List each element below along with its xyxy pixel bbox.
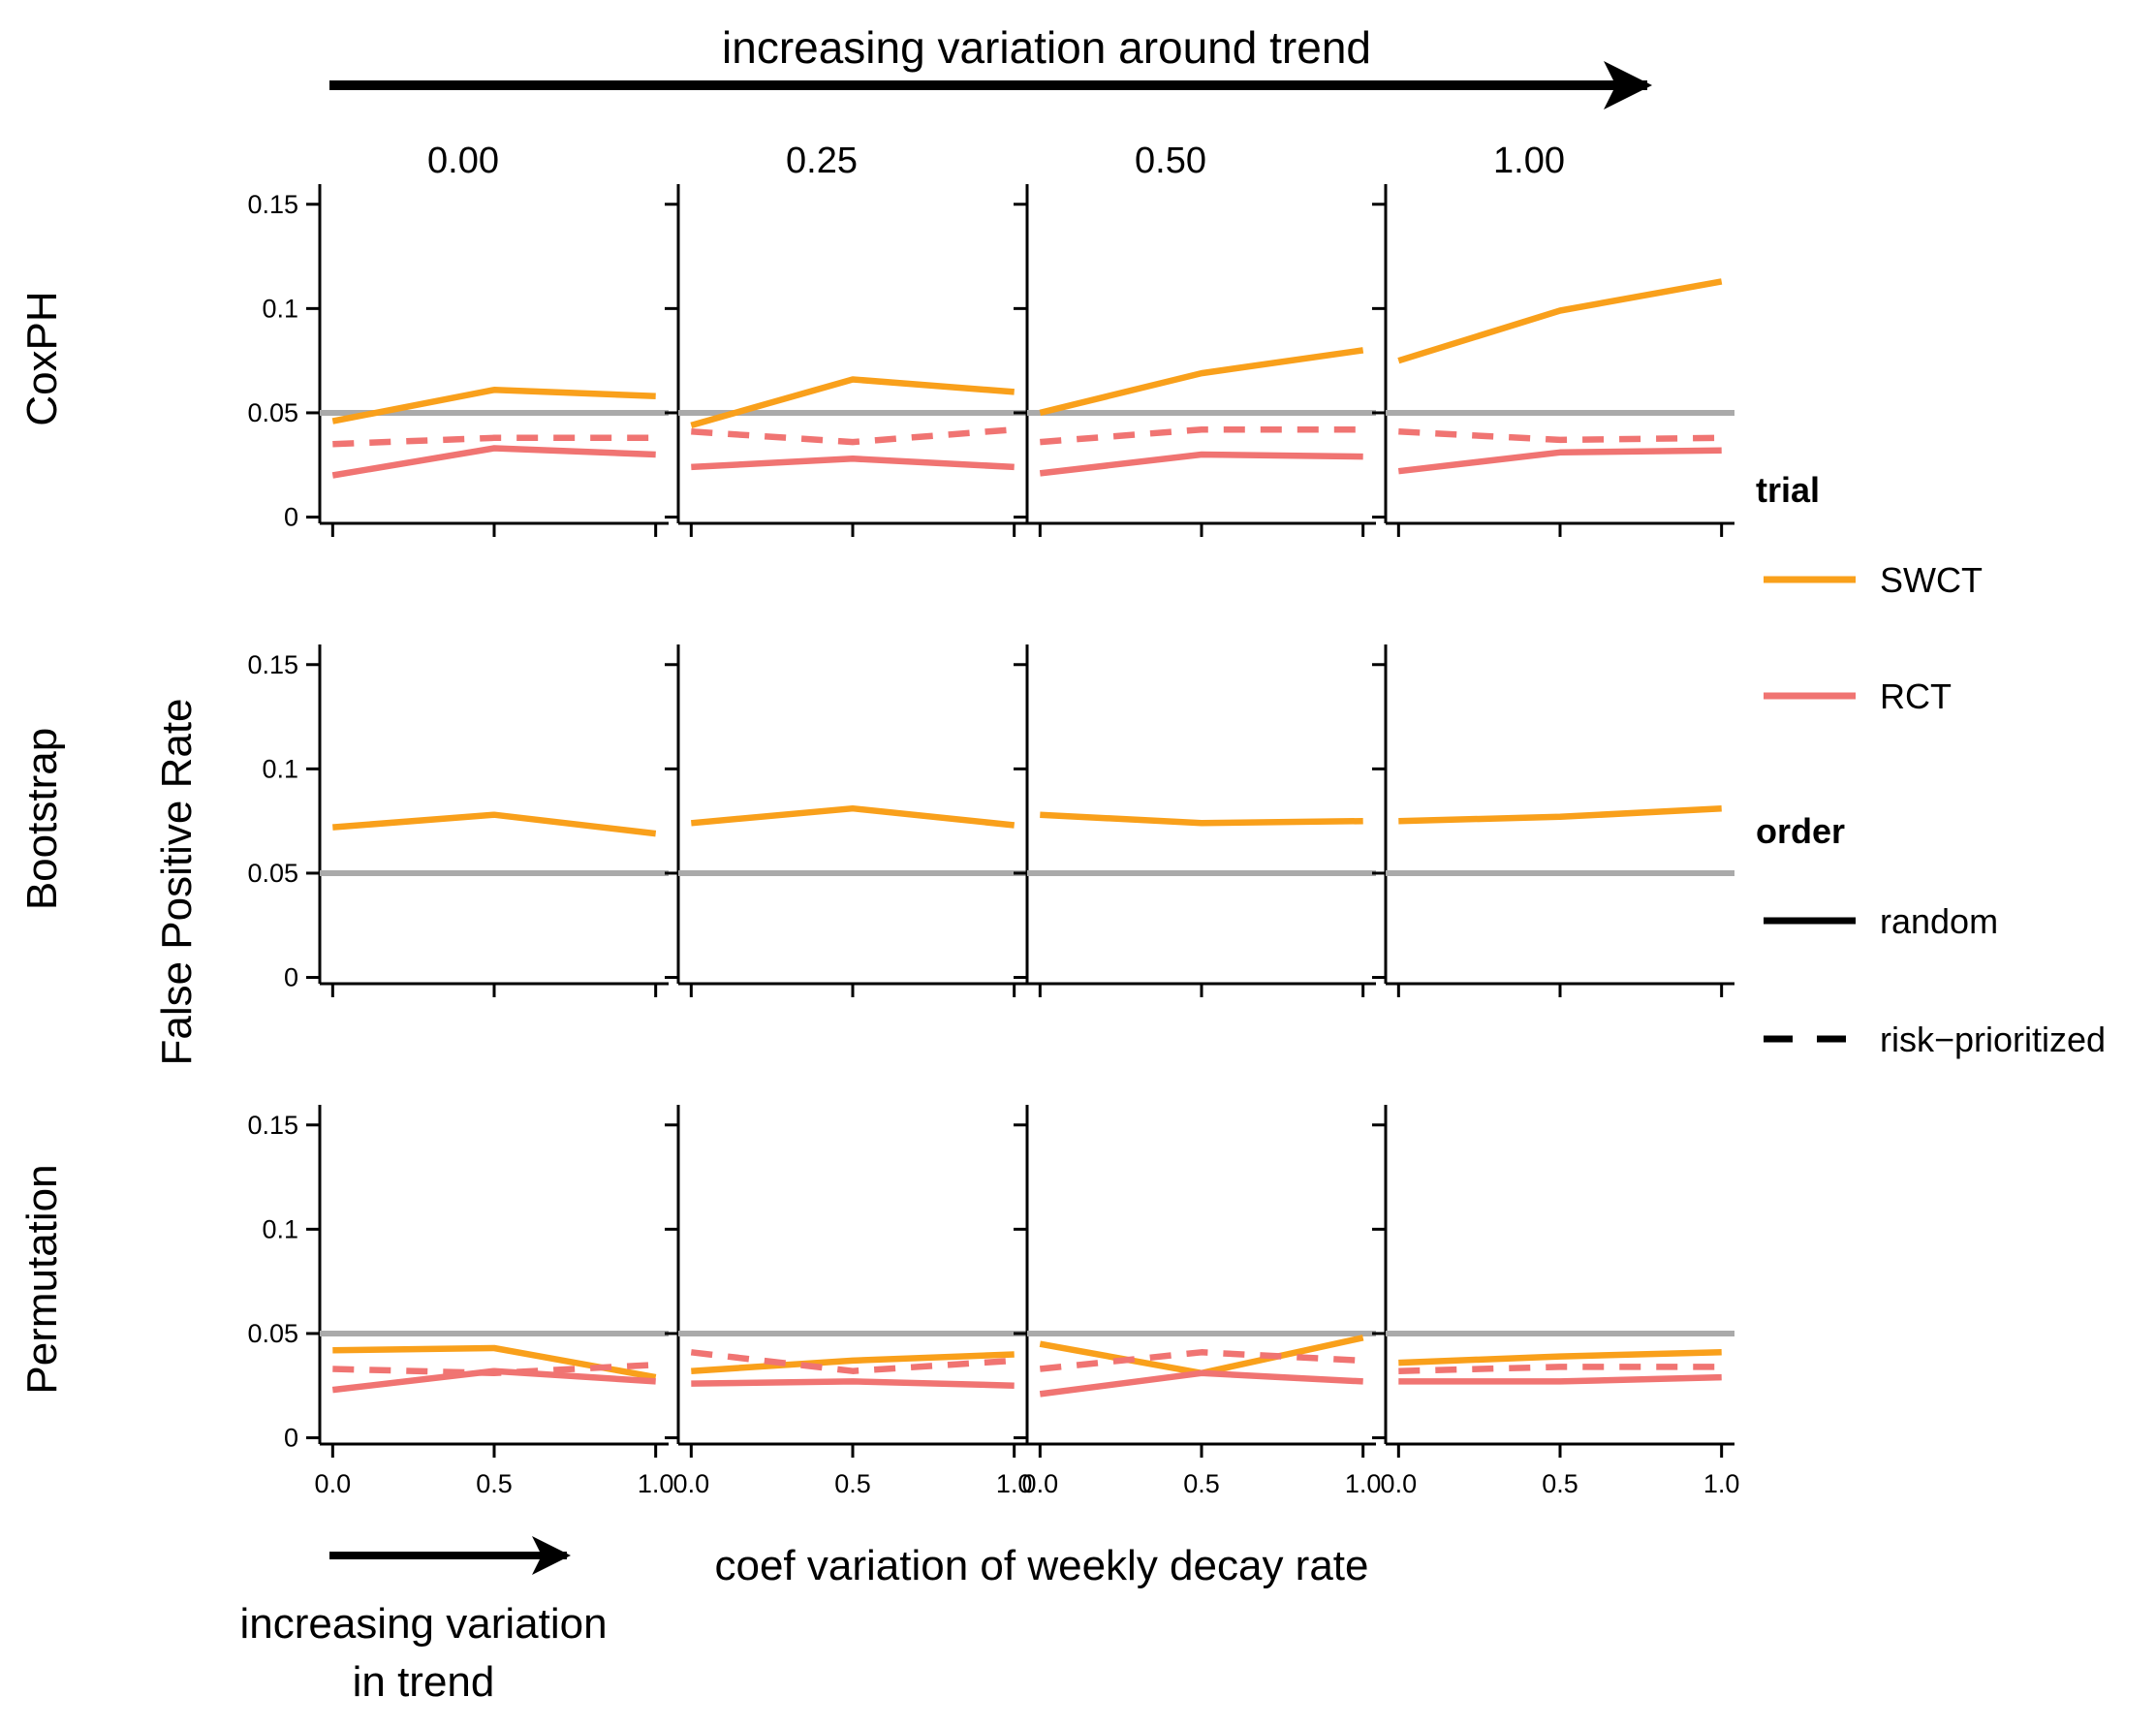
y-tick-label: 0.05 (247, 859, 298, 888)
series-line-swct-random (1040, 811, 1363, 827)
y-tick-label: 0 (284, 1424, 298, 1453)
bottom-caption-line: increasing variation (239, 1600, 607, 1648)
x-tick-label: 0.0 (315, 1469, 352, 1498)
series-line-rct-risk-prioritized (1398, 428, 1722, 444)
series-line-swct-random (691, 804, 1016, 829)
panel-coxph-4 (1372, 184, 1734, 537)
x-tick-label: 0.5 (476, 1469, 513, 1498)
series-line-rct-random (691, 456, 1015, 471)
series-line-swct-random (332, 811, 657, 837)
legend: trial SWCT RCT order random risk−prioritized (1756, 470, 2106, 1059)
x-tick-label: 1.0 (638, 1469, 674, 1498)
series-line-swct-random (690, 376, 1015, 429)
y-tick-label: 0.05 (247, 398, 298, 427)
y-tick-label: 0 (284, 503, 298, 532)
panel-bootstrap-3 (1014, 644, 1376, 997)
series-line-rct-random (331, 445, 656, 479)
series-line-rct-risk-prioritized (691, 425, 1015, 446)
panel-permutation-4: 0.0 0.5 1.0 (1372, 1105, 1739, 1498)
series-line-rct-random (1039, 1369, 1363, 1398)
y-tick-label: 0.15 (247, 650, 298, 679)
series-line-swct-random (691, 1351, 1015, 1374)
x-tick-label: 0.0 (1022, 1469, 1059, 1498)
y-tick-label: 0.1 (262, 754, 298, 783)
series-line-swct-random (1039, 347, 1364, 417)
bottom-caption-line: in trend (353, 1658, 495, 1706)
panel-bootstrap-4 (1372, 644, 1734, 997)
column-label: 0.50 (1135, 141, 1206, 181)
row-label: CoxPH (18, 291, 66, 425)
x-tick-label: 1.0 (996, 1469, 1033, 1498)
x-axis-title: coef variation of weekly decay rate (714, 1542, 1368, 1589)
series-line-rct-random (1397, 447, 1722, 475)
facet-labels: 0.00 0.25 0.50 1.00 CoxPH Bootstrap Permutatio… (18, 141, 1565, 1395)
series-line-rct-risk-prioritized (690, 1349, 1015, 1374)
series-line-swct-random (1398, 1349, 1722, 1367)
panel-coxph-3 (1014, 184, 1376, 537)
x-tick-label: 1.0 (1345, 1469, 1382, 1498)
column-label: 0.25 (786, 141, 858, 181)
series-line-rct-risk-prioritized (332, 434, 656, 448)
column-label: 1.00 (1493, 141, 1565, 181)
y-tick-label: 0 (284, 963, 298, 992)
y-tick-label: 0.15 (247, 1111, 298, 1140)
legend-label-rct: RCT (1880, 676, 1952, 716)
series-line-rct-risk-prioritized (1039, 1349, 1363, 1372)
series-line-swct-random (1397, 278, 1723, 364)
panel-coxph-1: 0 0.05 0.1 0.15 (247, 184, 669, 537)
series-line-rct-random (691, 1378, 1015, 1389)
series-line-swct-random (1398, 804, 1722, 825)
series-line-rct-random (331, 1367, 656, 1394)
panel-permutation-3: 0.0 0.5 1.0 (1014, 1105, 1381, 1498)
x-tick-label: 0.5 (1542, 1469, 1578, 1498)
panel-bootstrap-2 (665, 644, 1027, 997)
y-tick-label: 0.05 (247, 1319, 298, 1348)
panel-bootstrap-1: 0 0.05 0.1 0.15 (247, 644, 669, 997)
y-tick-label: 0.1 (262, 1214, 298, 1243)
y-tick-label: 0.1 (262, 294, 298, 323)
column-label: 0.00 (427, 141, 499, 181)
series-line-rct-random (1398, 1373, 1722, 1385)
x-tick-label: 0.0 (673, 1469, 710, 1498)
series-line-swct-random (331, 387, 656, 424)
x-tick-label: 0.0 (1381, 1469, 1418, 1498)
x-tick-label: 1.0 (1703, 1469, 1740, 1498)
x-tick-label: 0.5 (834, 1469, 871, 1498)
row-label: Bootstrap (18, 728, 66, 910)
annotations: False Positive Rate coef variation of wee… (153, 22, 1652, 1706)
series-line-rct-random (1039, 451, 1363, 477)
legend-label-order-risk-prioritized: risk−prioritized (1880, 1020, 2106, 1059)
x-tick-label: 0.5 (1183, 1469, 1220, 1498)
panel-permutation-1: 0 0.05 0.1 0.15 0.0 0.5 1.0 (247, 1105, 673, 1498)
legend-label-order-random: random (1880, 901, 1998, 941)
series-line-rct-risk-prioritized (1040, 425, 1363, 446)
panel-permutation-2: 0.0 0.5 1.0 (665, 1105, 1032, 1498)
panel-coxph-2 (665, 184, 1027, 537)
legend-label-swct: SWCT (1880, 560, 1983, 600)
series-line-rct-risk-prioritized (1398, 1364, 1722, 1374)
top-caption: increasing variation around trend (722, 22, 1371, 73)
y-axis-title: False Positive Rate (153, 698, 201, 1065)
row-label: Permutation (18, 1164, 66, 1394)
legend-title-order: order (1756, 811, 1845, 851)
legend-title-trial: trial (1756, 470, 1820, 510)
y-tick-label: 0.15 (247, 190, 298, 219)
